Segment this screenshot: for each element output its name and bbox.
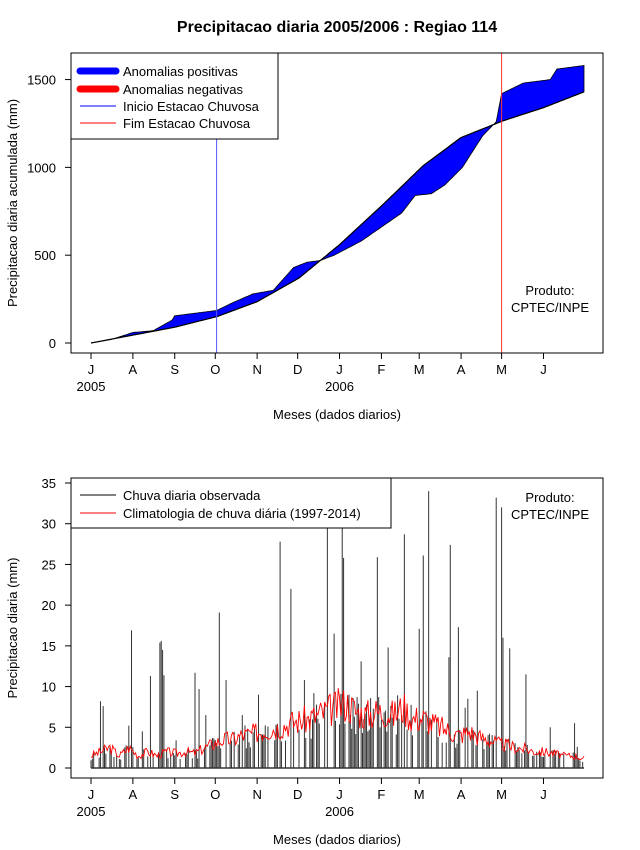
legend-label-negative: Anomalias negativas xyxy=(123,82,243,97)
legend-label-observed: Chuva diaria observada xyxy=(123,488,261,503)
cumulative-x-tick-label: A xyxy=(457,362,466,377)
cumulative-product-note: Produto: CPTEC/INPE xyxy=(511,283,589,315)
daily-panel xyxy=(90,491,585,769)
daily-y-label: Precipitacao diaria (mm) xyxy=(5,558,20,699)
cumulative-y-label: Precipitacao diaria acumulada (mm) xyxy=(5,99,20,307)
daily-axes: J A S O N D J F M A M J 2005 2006 0 5 10 15 20 25 30 35 xyxy=(42,476,547,819)
daily-y-tick-label: 10 xyxy=(42,680,56,695)
cumulative-legend: Anomalias positivas Anomalias negativas … xyxy=(70,52,279,140)
note-line: Produto: xyxy=(525,490,574,505)
cumulative-x-label: Meses (dados diarios) xyxy=(273,407,401,422)
cumulative-axes: J A S O N D J F M A M J 2005 2006 0 500 1000 1500 xyxy=(27,73,547,394)
daily-y-tick-label: 35 xyxy=(42,476,56,491)
daily-year-label: 2005 xyxy=(77,804,106,819)
legend-label-climatology: Climatologia de chuva diária (1997-2014) xyxy=(123,506,361,521)
daily-x-tick-label: N xyxy=(252,787,261,802)
note-line: CPTEC/INPE xyxy=(511,507,589,522)
daily-x-tick-label: A xyxy=(457,787,466,802)
cumulative-y-tick-label: 1000 xyxy=(27,160,56,175)
daily-year-label: 2006 xyxy=(325,804,354,819)
cumulative-x-tick-label: N xyxy=(252,362,261,377)
cumulative-x-tick-label: O xyxy=(210,362,220,377)
daily-x-tick-label: J xyxy=(540,787,547,802)
legend-label-positive: Anomalias positivas xyxy=(123,64,238,79)
cumulative-x-tick-label: A xyxy=(129,362,138,377)
cumulative-x-tick-label: M xyxy=(414,362,425,377)
daily-x-tick-label: O xyxy=(210,787,220,802)
daily-x-tick-label: D xyxy=(293,787,302,802)
cumulative-x-tick-label: F xyxy=(377,362,385,377)
daily-product-note: Produto: CPTEC/INPE xyxy=(511,490,589,522)
daily-x-tick-label: F xyxy=(377,787,385,802)
legend-label-season-end: Fim Estacao Chuvosa xyxy=(123,116,251,131)
cumulative-x-tick-label: J xyxy=(88,362,95,377)
climatology-daily-line xyxy=(90,688,585,761)
note-line: Produto: xyxy=(525,283,574,298)
cumulative-y-tick-label: 500 xyxy=(34,248,56,263)
legend-label-season-start: Inicio Estacao Chuvosa xyxy=(123,99,260,114)
daily-x-tick-label: A xyxy=(129,787,138,802)
daily-x-tick-label: S xyxy=(170,787,179,802)
daily-y-tick-label: 20 xyxy=(42,598,56,613)
cumulative-x-tick-label: S xyxy=(170,362,179,377)
cumulative-legend-box xyxy=(70,52,279,140)
daily-x-tick-label: J xyxy=(88,787,95,802)
daily-y-tick-label: 30 xyxy=(42,517,56,532)
daily-y-tick-label: 5 xyxy=(49,720,56,735)
daily-legend-box xyxy=(70,477,392,529)
daily-x-tick-label: M xyxy=(414,787,425,802)
cumulative-year-label: 2006 xyxy=(325,379,354,394)
daily-x-tick-label: J xyxy=(336,787,343,802)
daily-x-tick-label: M xyxy=(496,787,507,802)
cumulative-x-tick-label: D xyxy=(293,362,302,377)
daily-y-tick-label: 0 xyxy=(49,761,56,776)
cumulative-x-tick-label: J xyxy=(336,362,343,377)
chart-title: Precipitacao diaria 2005/2006 : Regiao 1… xyxy=(177,19,497,36)
cumulative-x-tick-label: M xyxy=(496,362,507,377)
daily-y-tick-label: 15 xyxy=(42,639,56,654)
daily-x-label: Meses (dados diarios) xyxy=(273,832,401,847)
cumulative-y-tick-label: 0 xyxy=(49,336,56,351)
cumulative-y-tick-label: 1500 xyxy=(27,73,56,88)
daily-legend: Chuva diaria observada Climatologia de c… xyxy=(70,477,392,529)
cumulative-x-tick-label: J xyxy=(540,362,547,377)
note-line: CPTEC/INPE xyxy=(511,300,589,315)
daily-y-tick-label: 25 xyxy=(42,557,56,572)
cumulative-year-label: 2005 xyxy=(77,379,106,394)
